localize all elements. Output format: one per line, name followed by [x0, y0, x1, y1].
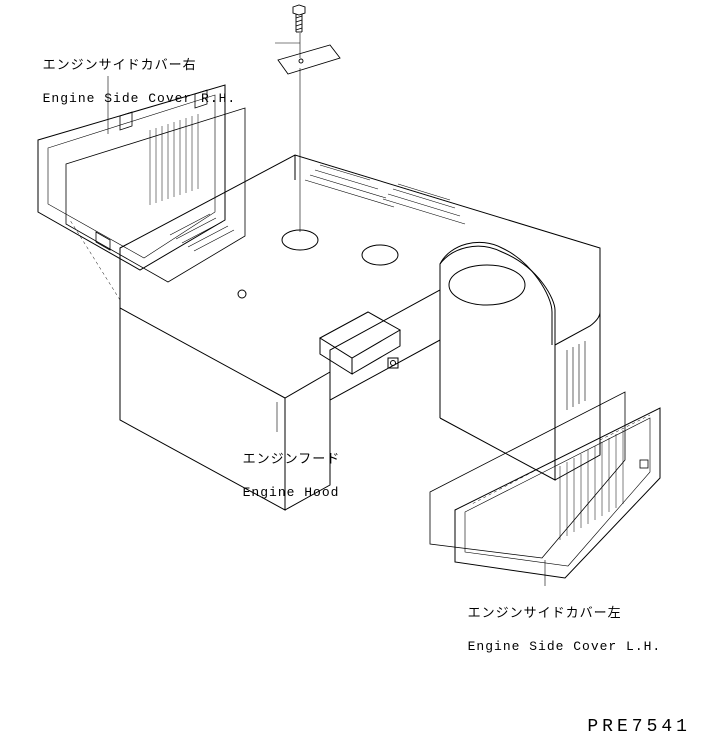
seal-rh — [66, 108, 245, 282]
bolt-icon — [293, 5, 305, 32]
side-cover-lh — [455, 408, 660, 578]
exploded-diagram — [0, 0, 709, 755]
plate-icon — [278, 45, 340, 74]
engine-hood — [120, 155, 600, 510]
seal-lh — [430, 392, 625, 558]
